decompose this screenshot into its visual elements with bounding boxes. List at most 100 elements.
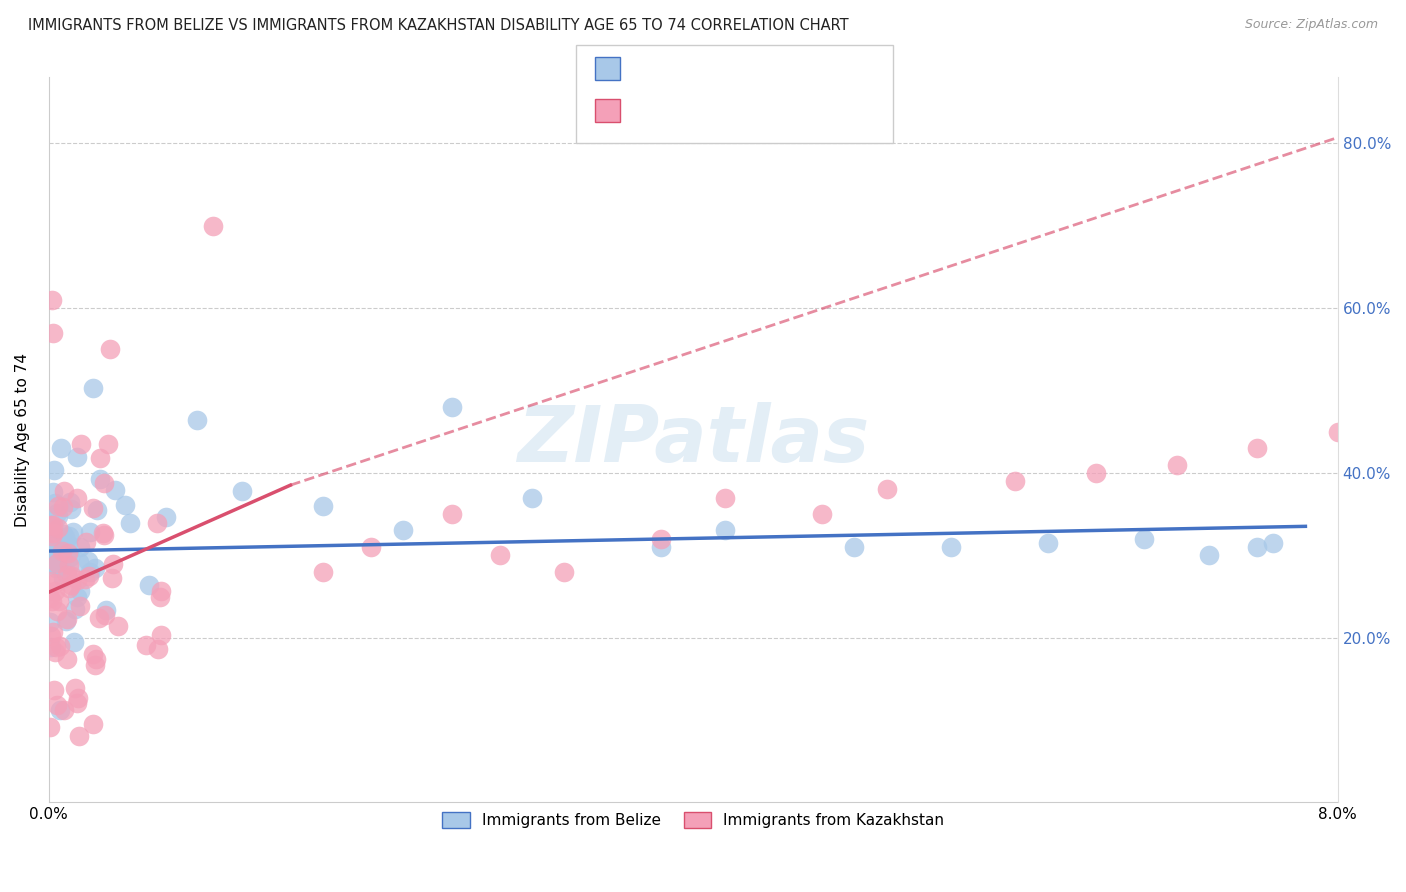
Point bbox=[49, 639, 72, 653]
Point bbox=[46, 520, 69, 534]
Point bbox=[98, 343, 121, 357]
Point bbox=[138, 578, 160, 592]
Point bbox=[77, 554, 100, 568]
Point bbox=[45, 561, 67, 575]
Point bbox=[59, 501, 82, 516]
Point bbox=[67, 555, 90, 569]
Point bbox=[39, 591, 62, 605]
Point bbox=[1084, 466, 1107, 480]
Point bbox=[107, 618, 129, 632]
Point bbox=[42, 326, 65, 340]
Point bbox=[79, 524, 101, 539]
Point bbox=[1198, 548, 1220, 562]
Point bbox=[48, 594, 70, 608]
Point bbox=[149, 584, 172, 599]
Point bbox=[42, 463, 65, 477]
Point bbox=[41, 535, 63, 549]
Point bbox=[39, 542, 62, 557]
Point bbox=[58, 558, 80, 573]
Point bbox=[63, 602, 86, 616]
Point bbox=[714, 491, 737, 505]
Point bbox=[1263, 536, 1285, 550]
Point bbox=[311, 565, 333, 579]
Text: 0.256: 0.256 bbox=[668, 102, 720, 120]
Point bbox=[66, 574, 89, 588]
Point bbox=[311, 499, 333, 513]
Point bbox=[42, 517, 65, 532]
Point bbox=[44, 576, 66, 591]
Point bbox=[41, 293, 63, 307]
Point bbox=[440, 507, 463, 521]
Point bbox=[82, 716, 104, 731]
Point bbox=[150, 628, 173, 642]
Point bbox=[58, 529, 80, 543]
Point bbox=[66, 696, 89, 710]
Point bbox=[41, 529, 63, 543]
Point bbox=[41, 518, 63, 533]
Point bbox=[94, 608, 117, 623]
Point bbox=[45, 506, 67, 520]
Point bbox=[52, 550, 75, 565]
Point bbox=[52, 500, 75, 515]
Point bbox=[51, 547, 73, 561]
Point bbox=[146, 516, 169, 530]
Point bbox=[82, 500, 104, 515]
Point bbox=[96, 436, 118, 450]
Point bbox=[56, 545, 79, 559]
Point bbox=[101, 557, 124, 571]
Point bbox=[86, 503, 108, 517]
Point bbox=[69, 599, 91, 613]
Point bbox=[44, 645, 66, 659]
Point bbox=[58, 549, 80, 564]
Point bbox=[56, 566, 79, 581]
Point bbox=[42, 625, 65, 640]
Point bbox=[45, 640, 67, 654]
Point bbox=[39, 525, 62, 540]
Point bbox=[41, 525, 63, 540]
Point bbox=[69, 437, 91, 451]
Point bbox=[46, 508, 69, 523]
Point bbox=[93, 476, 115, 491]
Y-axis label: Disability Age 65 to 74: Disability Age 65 to 74 bbox=[15, 353, 30, 527]
Point bbox=[42, 484, 65, 499]
Point bbox=[46, 550, 69, 565]
Point bbox=[56, 612, 79, 626]
Point bbox=[46, 559, 69, 574]
Point bbox=[41, 594, 63, 608]
Point bbox=[392, 524, 415, 538]
Point bbox=[44, 683, 66, 698]
Point bbox=[1326, 425, 1348, 439]
Point bbox=[66, 491, 89, 506]
Point bbox=[66, 591, 89, 605]
Point bbox=[75, 534, 97, 549]
Point bbox=[155, 509, 177, 524]
Point bbox=[53, 530, 76, 544]
Point bbox=[1133, 532, 1156, 546]
Point bbox=[650, 532, 672, 546]
Point bbox=[149, 590, 172, 604]
Point bbox=[89, 472, 111, 486]
Point bbox=[82, 381, 104, 395]
Point bbox=[67, 730, 90, 744]
Text: 84: 84 bbox=[783, 102, 806, 120]
Point bbox=[811, 507, 834, 521]
Point bbox=[84, 652, 107, 666]
Point bbox=[101, 571, 124, 585]
Legend: Immigrants from Belize, Immigrants from Kazakhstan: Immigrants from Belize, Immigrants from … bbox=[436, 806, 950, 835]
Point bbox=[63, 681, 86, 696]
Point bbox=[1246, 540, 1268, 554]
Point bbox=[39, 629, 62, 643]
Point bbox=[63, 635, 86, 649]
Point bbox=[44, 495, 66, 509]
Point bbox=[56, 568, 79, 582]
Text: Source: ZipAtlas.com: Source: ZipAtlas.com bbox=[1244, 18, 1378, 31]
Point bbox=[49, 703, 72, 717]
Point bbox=[231, 483, 253, 498]
Point bbox=[53, 484, 76, 499]
Text: 0.064: 0.064 bbox=[668, 60, 720, 78]
Point bbox=[56, 652, 79, 666]
Point bbox=[52, 703, 75, 717]
Point bbox=[91, 526, 114, 541]
Point bbox=[60, 569, 83, 583]
Point bbox=[69, 583, 91, 598]
